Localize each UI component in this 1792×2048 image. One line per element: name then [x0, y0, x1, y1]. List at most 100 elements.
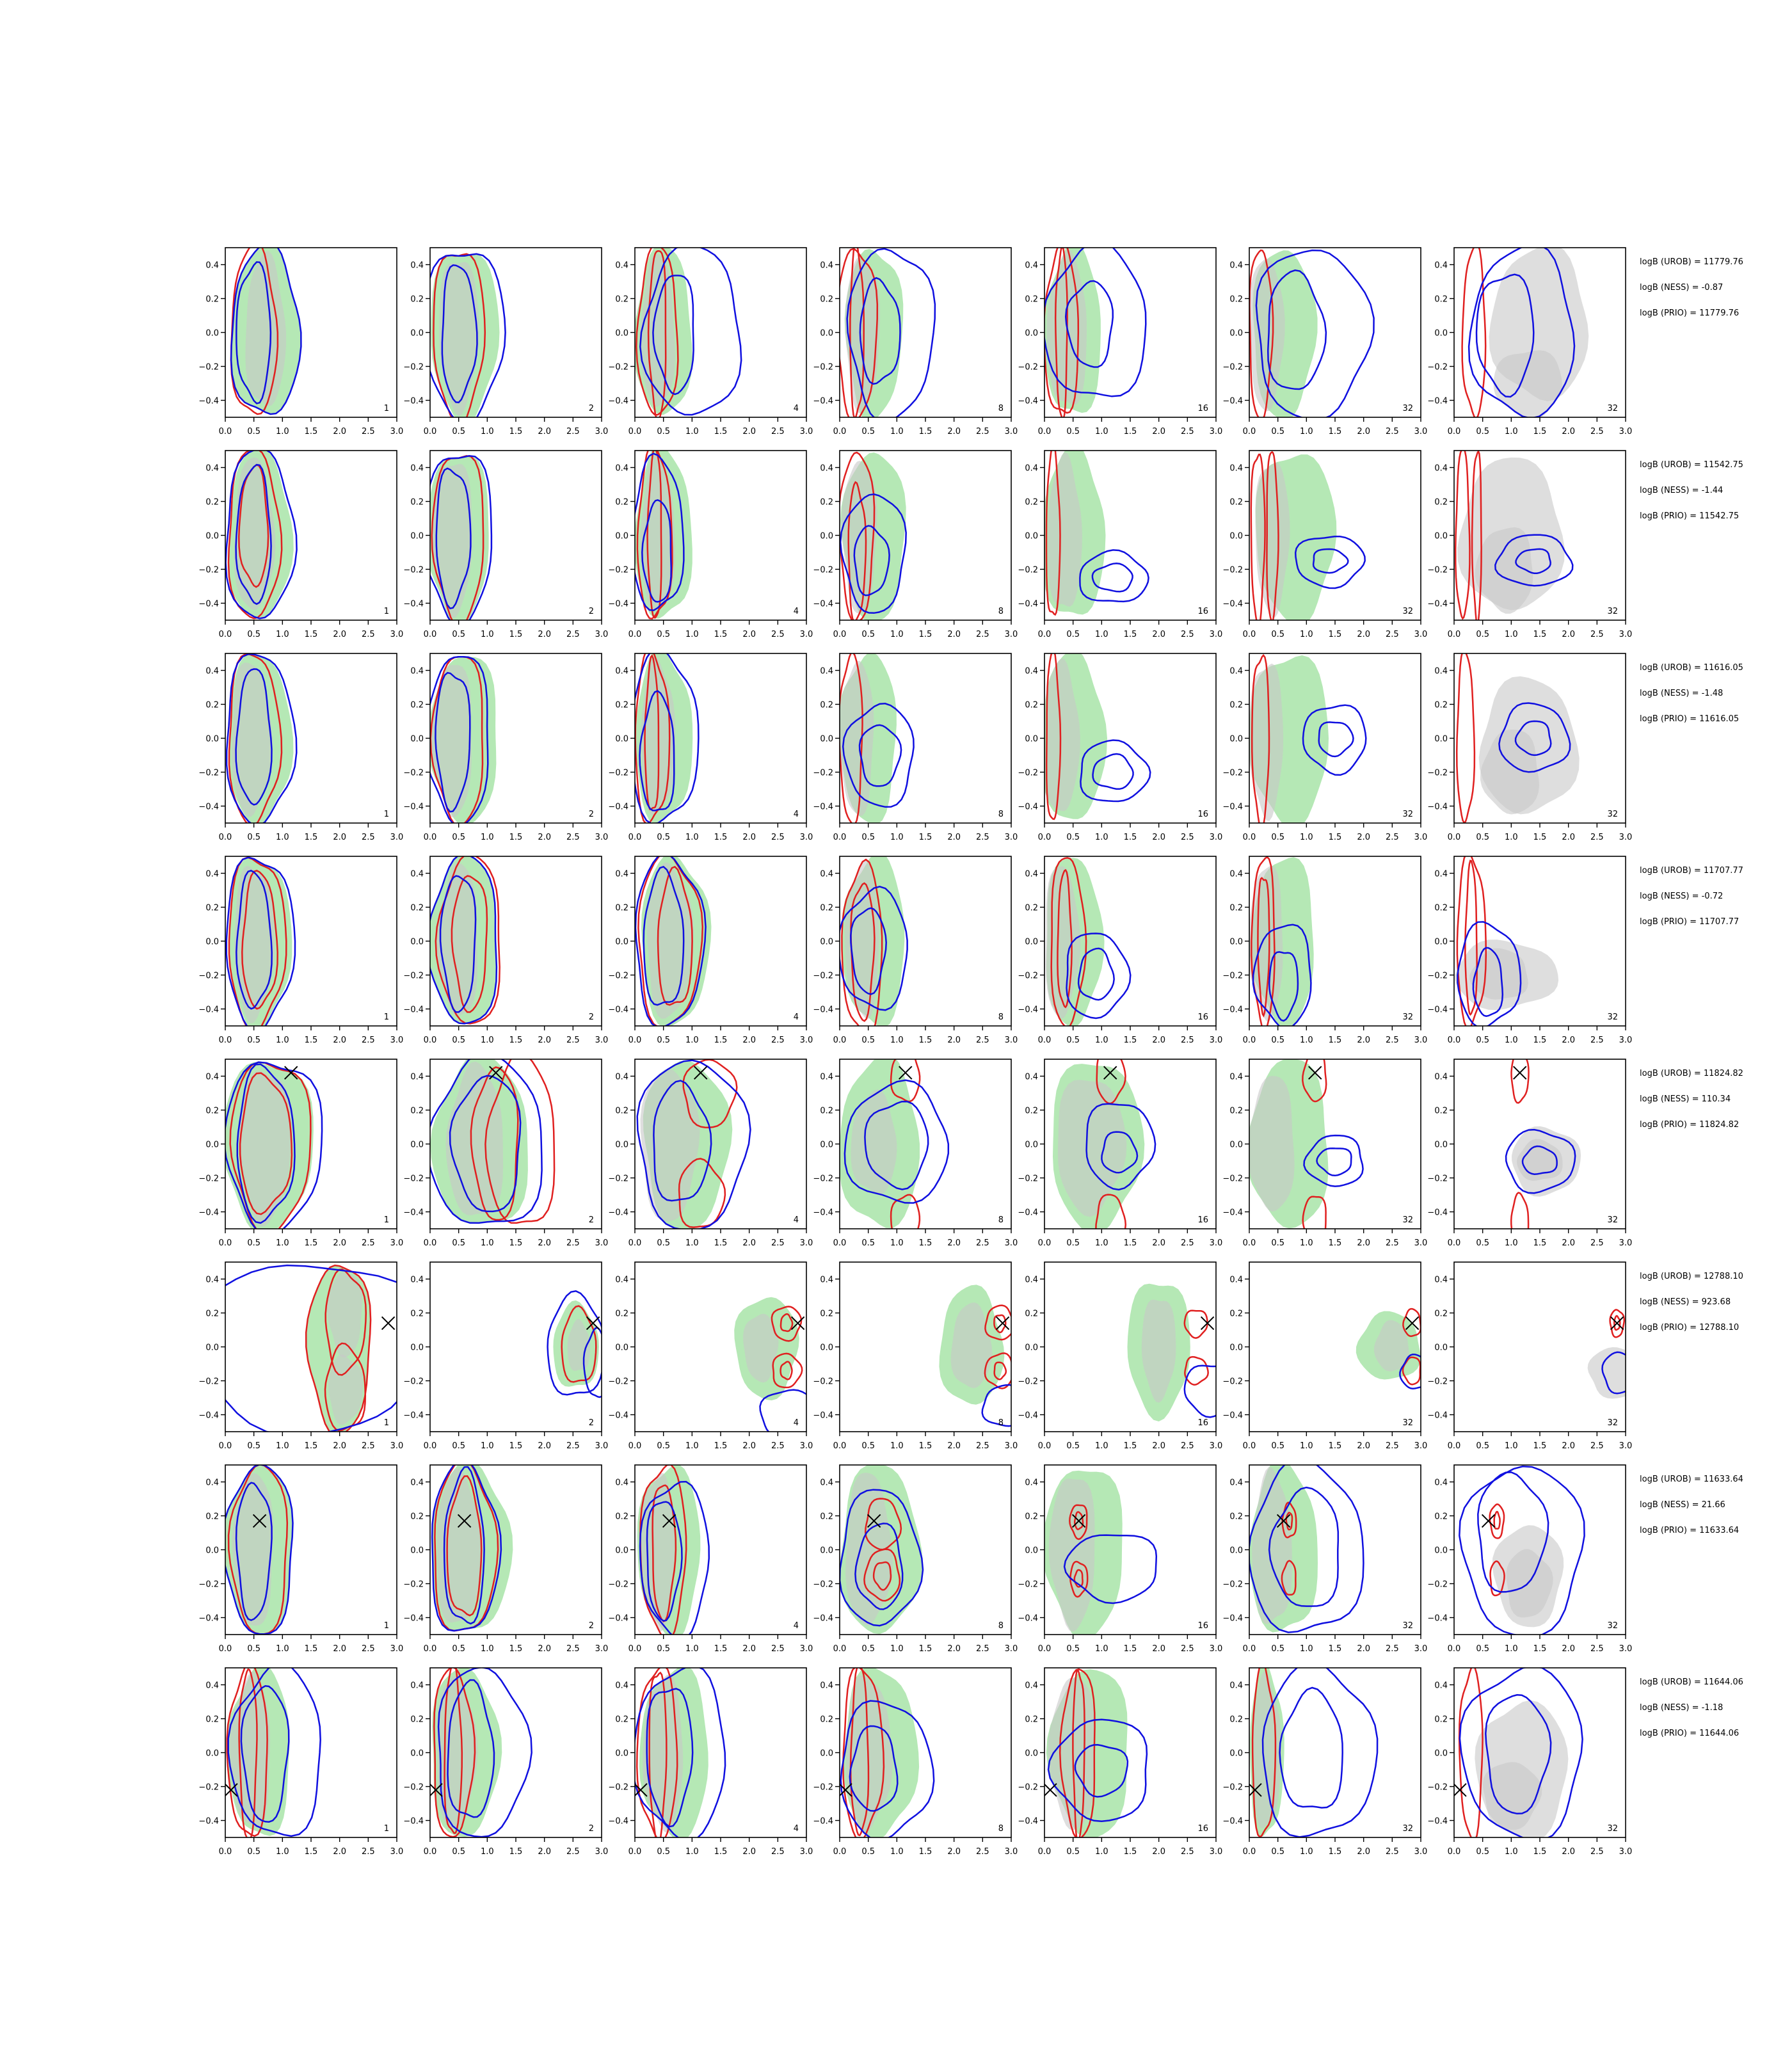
red-contour — [1069, 1504, 1088, 1540]
panel-label: 16 — [1197, 810, 1208, 819]
blue-contour — [1316, 1147, 1352, 1177]
x-tick-label: 2.5 — [771, 1441, 785, 1451]
x-tick-label: 0.5 — [1271, 833, 1284, 842]
panel-r3-c3: 0.0 0.5 1.0 1.5 2.0 2.5 3.0 0.4 0.2 0.0 −0.2 −0.4 4 — [608, 653, 813, 842]
y-tick-label: 0.0 — [1025, 1749, 1038, 1759]
x-tick-label: 0.5 — [861, 1441, 875, 1451]
x-tick-label: 0.5 — [247, 1847, 260, 1857]
x-tick-label: 1.0 — [1095, 427, 1108, 436]
x-tick-label: 0.5 — [657, 1036, 670, 1045]
y-tick-label: 0.4 — [205, 870, 219, 879]
blue-contour — [1459, 1668, 1583, 1837]
red-contour — [561, 1305, 597, 1383]
blue-contour — [859, 276, 901, 385]
y-tick-label: 0.0 — [205, 1546, 219, 1556]
y-tick-label: 0.0 — [410, 329, 424, 339]
y-tick-label: 0.4 — [410, 667, 424, 676]
x-tick-label: 1.5 — [714, 427, 728, 436]
y-tick-label: 0.2 — [820, 498, 833, 508]
x-tick-label: 2.5 — [1386, 630, 1399, 639]
y-tick-label: 0.0 — [1229, 329, 1243, 339]
blue-contour — [639, 1480, 710, 1635]
panel-r1-c7: 0.0 0.5 1.0 1.5 2.0 2.5 3.0 0.4 0.2 0.0 −0.2 −0.4 32 — [1427, 247, 1632, 436]
y-tick-label: −0.4 — [403, 1005, 424, 1015]
y-tick-label: 0.2 — [615, 1512, 628, 1522]
x-tick-label: 0.5 — [247, 427, 260, 436]
x-tick-label: 2.0 — [742, 1847, 756, 1857]
blue-contour — [853, 525, 890, 596]
logb-stat: logB (UROB) = 11644.06 — [1640, 1677, 1743, 1687]
logb-stat: logB (PRIO) = 11633.64 — [1640, 1526, 1739, 1535]
x-tick-label: 0.0 — [628, 630, 642, 639]
blue-contour — [1085, 1103, 1156, 1191]
plot-area — [635, 248, 742, 417]
y-tick-label: 0.4 — [1229, 1478, 1243, 1488]
y-tick-label: −0.2 — [813, 363, 833, 372]
x-tick-label: 0.5 — [861, 630, 875, 639]
plot-area — [1454, 1668, 1583, 1837]
x-tick-label: 1.5 — [509, 1238, 523, 1248]
y-tick-label: 0.0 — [205, 1343, 219, 1353]
x-tick-label: 2.5 — [566, 833, 580, 842]
y-tick-label: −0.4 — [813, 1817, 833, 1827]
y-tick-label: −0.4 — [198, 1411, 219, 1421]
blue-contour — [844, 1079, 950, 1204]
x-tick-label: 1.0 — [685, 1644, 699, 1654]
plot-area — [939, 1284, 1011, 1427]
plot-area — [225, 1668, 321, 1837]
x-tick-label: 1.5 — [305, 833, 318, 842]
panel-r6-c5: 0.0 0.5 1.0 1.5 2.0 2.5 3.0 0.4 0.2 0.0 −0.2 −0.4 16 — [1018, 1261, 1222, 1451]
blue-contour — [1063, 1534, 1158, 1604]
x-tick-label: 1.0 — [1300, 630, 1313, 639]
gray-contour — [743, 1313, 779, 1383]
plot-area — [225, 653, 298, 823]
y-tick-label: 0.0 — [820, 1546, 833, 1556]
blue-contour — [1261, 1668, 1379, 1837]
x-tick-label: 3.0 — [800, 1036, 813, 1045]
x-tick-label: 2.0 — [1562, 630, 1575, 639]
panel-label: 4 — [794, 607, 799, 616]
panel-label: 4 — [794, 1824, 799, 1834]
red-contour — [1184, 1356, 1209, 1386]
blue-contour — [639, 248, 742, 416]
y-tick-label: 0.0 — [410, 735, 424, 744]
x-tick-label: 1.5 — [509, 630, 523, 639]
y-tick-label: 0.0 — [820, 1140, 833, 1150]
y-tick-label: 0.0 — [205, 938, 219, 947]
x-tick-label: 2.0 — [1562, 1441, 1575, 1451]
x-tick-label: 3.0 — [1005, 833, 1018, 842]
blue-contour — [1077, 947, 1115, 1001]
panel-r8-c1: 0.0 0.5 1.0 1.5 2.0 2.5 3.0 0.4 0.2 0.0 −0.2 −0.4 1 — [198, 1667, 403, 1857]
x-tick-label: 2.5 — [566, 630, 580, 639]
x-tick-label: 0.5 — [1271, 1847, 1284, 1857]
blue-contour — [641, 499, 672, 603]
red-contour — [864, 1498, 902, 1551]
panel-label: 16 — [1197, 1824, 1208, 1834]
y-tick-label: 0.4 — [410, 464, 424, 474]
blue-contour — [225, 451, 298, 620]
y-tick-label: −0.2 — [1427, 1783, 1448, 1793]
true-value-marker — [899, 1066, 913, 1080]
x-tick-label: 2.5 — [771, 1644, 785, 1654]
y-tick-label: −0.4 — [1427, 1208, 1448, 1218]
y-tick-label: 0.0 — [1025, 329, 1038, 339]
panel-r5-c5: 0.0 0.5 1.0 1.5 2.0 2.5 3.0 0.4 0.2 0.0 −0.2 −0.4 16 — [1018, 1059, 1222, 1248]
y-tick-label: −0.4 — [1222, 803, 1243, 812]
gray-contour — [1045, 866, 1081, 1019]
panel-r7-c6: 0.0 0.5 1.0 1.5 2.0 2.5 3.0 0.4 0.2 0.0 −0.2 −0.4 32 — [1222, 1464, 1427, 1654]
x-tick-label: 2.0 — [1562, 1847, 1575, 1857]
blue-contour — [849, 1725, 899, 1812]
x-tick-label: 2.5 — [976, 630, 989, 639]
x-tick-label: 1.5 — [714, 1036, 728, 1045]
y-tick-label: 0.2 — [820, 1107, 833, 1116]
y-tick-label: −0.2 — [608, 566, 628, 575]
plot-area — [840, 856, 908, 1026]
y-tick-label: 0.2 — [820, 1512, 833, 1522]
x-tick-label: 0.0 — [833, 1238, 847, 1248]
panel-r6-c1: 0.0 0.5 1.0 1.5 2.0 2.5 3.0 0.4 0.2 0.0 −0.2 −0.4 1 — [198, 1261, 403, 1451]
y-tick-label: 0.0 — [410, 1343, 424, 1353]
y-tick-label: −0.4 — [1427, 803, 1448, 812]
x-tick-label: 1.5 — [1124, 1644, 1137, 1654]
y-tick-label: −0.4 — [1018, 1411, 1038, 1421]
x-tick-label: 1.0 — [481, 1238, 494, 1248]
